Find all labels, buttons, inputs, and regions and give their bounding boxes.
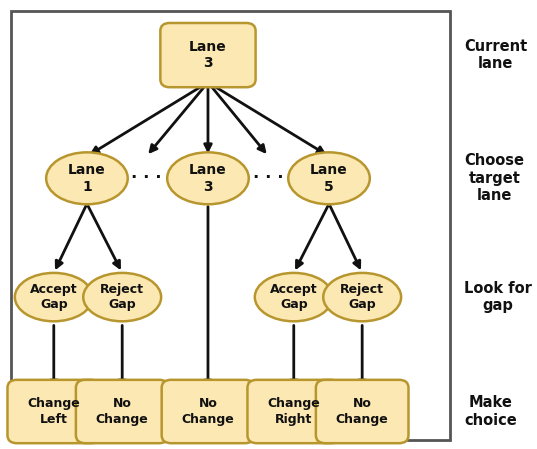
FancyBboxPatch shape <box>11 11 450 440</box>
Ellipse shape <box>46 152 128 204</box>
Text: · · ·: · · · <box>131 169 162 187</box>
Text: Reject
Gap: Reject Gap <box>340 283 384 311</box>
Text: Reject
Gap: Reject Gap <box>100 283 144 311</box>
Text: · · ·: · · · <box>253 169 284 187</box>
Text: Lane
3: Lane 3 <box>189 163 227 194</box>
Text: No
Change: No Change <box>336 397 389 426</box>
Text: Current
lane: Current lane <box>465 39 527 71</box>
Text: No
Change: No Change <box>182 397 234 426</box>
FancyBboxPatch shape <box>162 380 255 443</box>
Text: Change
Right: Change Right <box>267 397 320 426</box>
Text: Lane
1: Lane 1 <box>68 163 106 194</box>
Text: Make
choice: Make choice <box>465 395 517 428</box>
Ellipse shape <box>288 152 370 204</box>
FancyBboxPatch shape <box>76 380 169 443</box>
Ellipse shape <box>167 152 249 204</box>
Text: No
Change: No Change <box>96 397 149 426</box>
FancyBboxPatch shape <box>8 380 100 443</box>
Ellipse shape <box>15 273 93 321</box>
FancyBboxPatch shape <box>316 380 409 443</box>
Text: Look for
gap: Look for gap <box>465 281 532 313</box>
FancyBboxPatch shape <box>248 380 340 443</box>
FancyBboxPatch shape <box>161 23 256 87</box>
Text: Lane
5: Lane 5 <box>310 163 348 194</box>
Text: Change
Left: Change Left <box>27 397 80 426</box>
Text: Choose
target
lane: Choose target lane <box>465 154 524 203</box>
Text: Accept
Gap: Accept Gap <box>270 283 317 311</box>
Text: Lane
3: Lane 3 <box>189 40 227 70</box>
Ellipse shape <box>323 273 401 321</box>
Ellipse shape <box>255 273 333 321</box>
Text: Accept
Gap: Accept Gap <box>30 283 78 311</box>
Ellipse shape <box>83 273 161 321</box>
